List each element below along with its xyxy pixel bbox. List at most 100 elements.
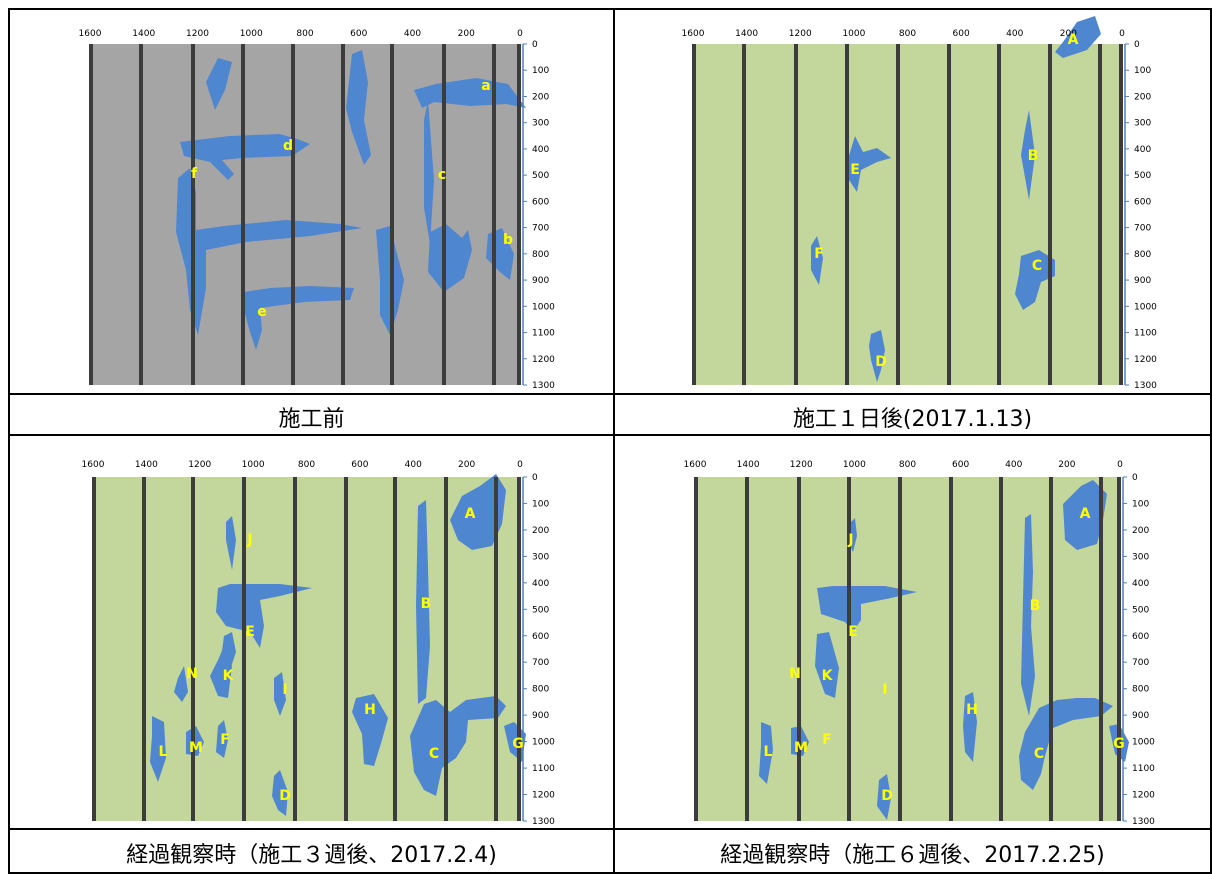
area-label-I: I: [882, 682, 887, 698]
x-tick-label: 0: [1117, 460, 1123, 470]
y-tick-label: 500: [1134, 171, 1151, 181]
y-tick-label: 1000: [1134, 302, 1157, 312]
panel-stripe: [742, 44, 746, 385]
water-area-blob: [450, 474, 506, 550]
x-tick-label: 400: [405, 460, 422, 470]
panel-stripe: [1098, 44, 1102, 385]
y-tick-label: 700: [1132, 658, 1149, 668]
panel-stripe: [293, 477, 297, 821]
panel-3-plot: 1600 1400 1200 1000 800 600 400 200 00 100 200 300 4…: [82, 460, 556, 827]
water-area-blob: [272, 770, 288, 816]
area-label-N: N: [186, 666, 198, 682]
water-area-blob: [815, 632, 839, 698]
plot-background: [693, 44, 1122, 385]
y-tick-label: 300: [532, 552, 549, 562]
panel-stripe: [517, 477, 521, 821]
y-tick-label: 1300: [1132, 817, 1155, 827]
y-tick-label: 1100: [532, 329, 555, 339]
y-tick-label: 400: [532, 145, 549, 155]
panel-1-plot: 1600 1400 1200 1000 800 600 400 200 00 100 200 300 4…: [79, 29, 556, 391]
x-tick-label: 1600: [82, 460, 105, 470]
panel-stripe: [393, 477, 397, 821]
area-label-M: M: [189, 740, 203, 756]
area-label-H: H: [966, 702, 978, 718]
y-tick-label: 1000: [532, 738, 555, 748]
plot-background: [93, 477, 520, 821]
panel-2-caption: 施工１日後(2017.1.13): [792, 407, 1033, 432]
water-area-blob: [216, 720, 228, 758]
x-tick-label: 1400: [132, 29, 155, 39]
panel-stripe: [92, 477, 96, 821]
x-tick-label: 200: [458, 29, 475, 39]
x-tick-label: 400: [1006, 29, 1023, 39]
water-area-blob: [1063, 480, 1107, 550]
y-tick-label: 600: [532, 197, 549, 207]
panel-stripe: [142, 477, 146, 821]
grid-divider-vertical: [613, 10, 615, 872]
y-tick-label: 1200: [1134, 355, 1157, 365]
x-tick-label: 0: [1119, 29, 1125, 39]
y-tick-label: 300: [1134, 119, 1151, 129]
water-area-blob: [869, 330, 885, 382]
x-tick-label: 1200: [188, 460, 211, 470]
y-tick-label: 900: [532, 276, 549, 286]
y-tick-label: 900: [1134, 276, 1151, 286]
x-tick-label: 600: [351, 460, 368, 470]
area-label-G: G: [1113, 736, 1125, 752]
y-tick-label: 800: [1132, 685, 1149, 695]
water-area-blob: [1019, 698, 1113, 790]
area-label-H: H: [364, 702, 376, 718]
water-area-blob: [963, 692, 977, 762]
x-tick-label: 400: [1005, 460, 1022, 470]
x-tick-label: 800: [899, 460, 916, 470]
panel-3-caption: 経過観察時（施工３週後、2017.2.4): [126, 843, 497, 868]
y-tick-label: 600: [1132, 632, 1149, 642]
water-area-blob: [410, 696, 506, 796]
water-area-blob: [811, 236, 823, 285]
panel-2-plot: 1600 1400 1200 1000 800 600 400 200 00 100 200 300 4…: [682, 16, 1157, 391]
panel-stripe: [291, 44, 295, 385]
x-tick-label: 1000: [843, 460, 866, 470]
area-label-J: J: [847, 532, 853, 548]
area-label-b: b: [503, 232, 513, 248]
y-tick-label: 100: [532, 499, 549, 509]
y-tick-label: 700: [1134, 224, 1151, 234]
y-tick-label: 300: [532, 119, 549, 129]
panel-3: 1600 1400 1200 1000 800 600 400 200 0 0 100 200 300 4…: [10, 436, 613, 828]
x-tick-label: 200: [1058, 460, 1075, 470]
water-area-blob: [1021, 110, 1035, 200]
panel-1: 1600 1400 1200 1000 800 600 400 200 0 0 100 200 300 4…: [10, 10, 613, 393]
x-tick-label: 600: [350, 29, 367, 39]
area-label-A: A: [1068, 32, 1079, 48]
y-tick-label: 1200: [1132, 791, 1155, 801]
panel-stripe: [390, 44, 394, 385]
panel-stripe: [1049, 477, 1053, 821]
water-area-blob: [424, 100, 434, 244]
water-area-blob: [274, 672, 286, 716]
y-tick-label: 700: [532, 658, 549, 668]
y-tick-label: 500: [532, 171, 549, 181]
y-tick-label: 1200: [532, 355, 555, 365]
panel-stripe: [517, 44, 521, 385]
area-label-C: C: [1034, 746, 1044, 762]
area-label-J: J: [246, 532, 252, 548]
water-area-blob: [346, 50, 371, 165]
y-tick-label: 1000: [1132, 738, 1155, 748]
water-area-blob: [150, 716, 166, 782]
y-tick-label: 100: [1134, 66, 1151, 76]
x-tick-label: 0: [517, 460, 523, 470]
panel-stripe: [341, 44, 345, 385]
area-label-f: f: [191, 166, 198, 182]
panel-1-caption: 施工前: [278, 407, 345, 432]
x-tick-label: 600: [953, 29, 970, 39]
panel-stripe: [442, 44, 446, 385]
area-label-B: B: [1028, 148, 1039, 164]
water-area-blob: [759, 722, 773, 784]
area-label-A: A: [1080, 506, 1091, 522]
panel-1-caption-cell: 施工前: [10, 395, 613, 434]
y-tick-label: 300: [1132, 552, 1149, 562]
area-label-B: B: [421, 596, 432, 612]
y-tick-label: 500: [532, 605, 549, 615]
panel-3-caption-cell: 経過観察時（施工３週後、2017.2.4): [10, 830, 613, 872]
y-tick-label: 500: [1132, 605, 1149, 615]
